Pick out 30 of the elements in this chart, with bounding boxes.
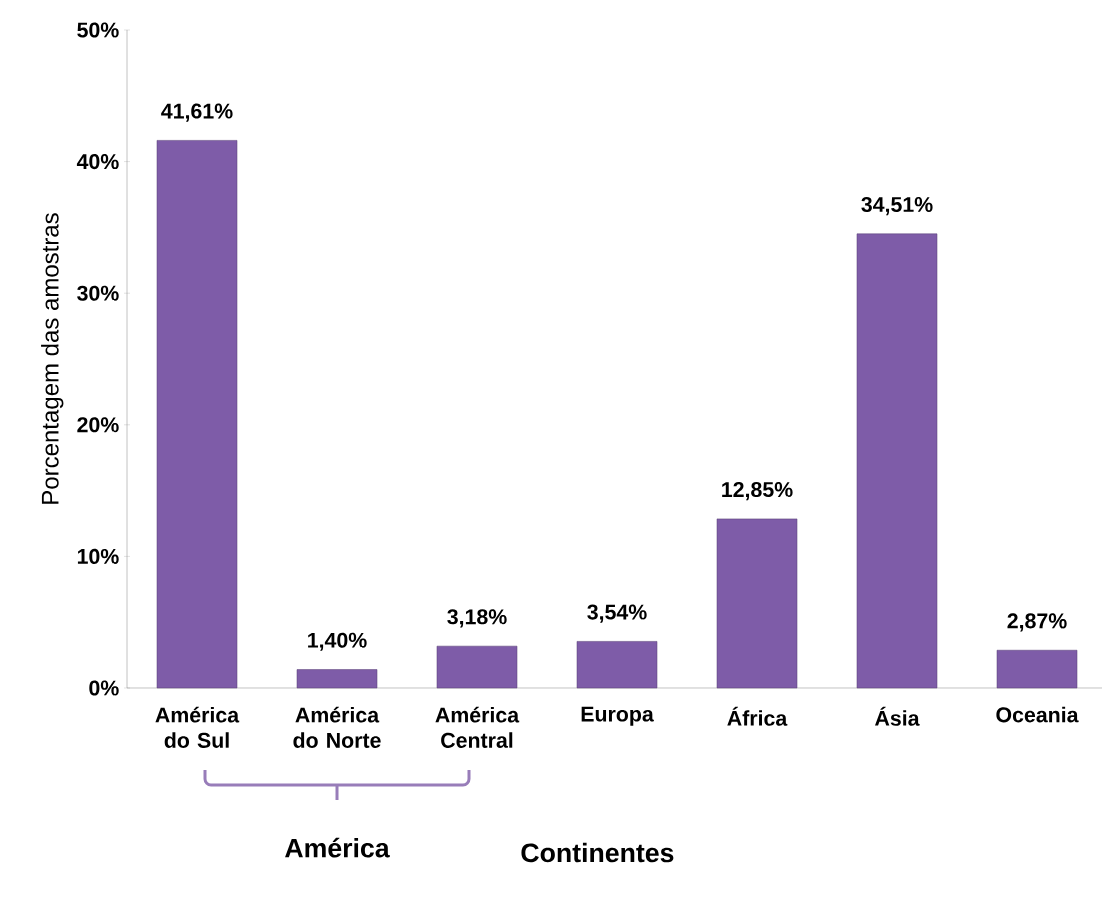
x-tick-label: América do Sul [155,706,240,748]
data-label: 2,87% [1007,613,1067,632]
x-tick-label: Oceania [996,706,1079,723]
y-axis-title: Porcentagem das amostras [41,213,64,504]
data-label: 12,85% [722,481,793,501]
x-tick-label: África [727,706,788,726]
bar [576,641,658,689]
x-tick-label: América Central [435,706,520,748]
bar [716,518,798,689]
y-tick-label: 30% [77,285,119,301]
x-axis-title: Continentes [521,842,674,863]
y-tick-label: 40% [76,154,119,170]
y-tick-label: 20% [77,417,119,433]
bar [156,140,238,689]
y-tick-label: 0% [89,680,119,696]
text: América [285,837,390,858]
data-label: 3,54% [587,604,647,623]
x-tick-label: Ásia [874,706,920,726]
data-label: 3,18% [447,609,507,628]
data-label: 1,40% [308,632,367,651]
x-tick-label: Europa [581,706,654,726]
y-tick-label: 10% [77,548,119,564]
bar [996,649,1078,689]
bar [296,669,378,689]
data-label: 41,61% [161,103,233,122]
bar [856,233,938,689]
data-label: 34,51% [861,196,933,216]
x-tick-label: América do Norte [293,706,381,748]
bar [436,645,518,689]
y-tick-label: 50% [77,22,119,38]
